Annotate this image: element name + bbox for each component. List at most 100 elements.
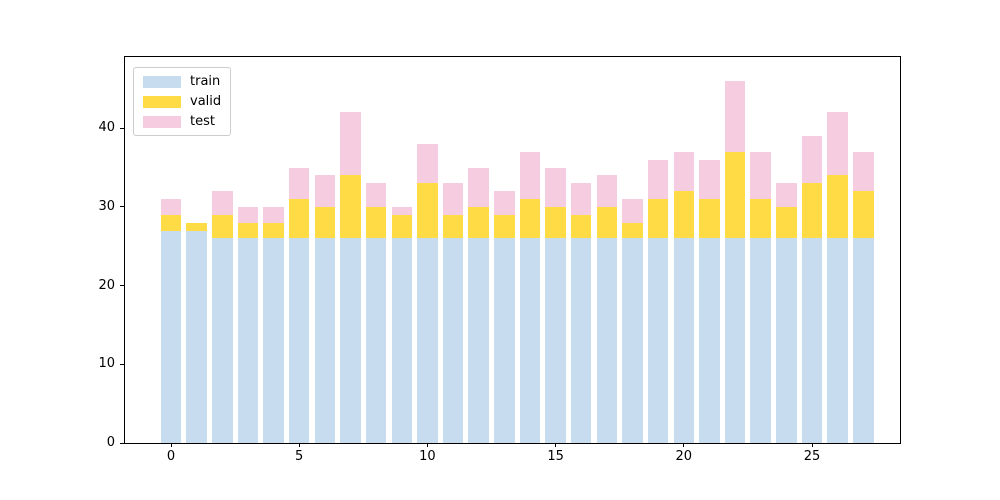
bar-segment-valid xyxy=(673,191,695,239)
bar-segment-train xyxy=(494,238,515,443)
legend-item-train: train xyxy=(143,74,221,89)
bar-segment-test xyxy=(801,136,823,184)
bar-segment-test xyxy=(750,151,771,200)
x-tick-label: 0 xyxy=(166,449,176,464)
x-tick-label: 15 xyxy=(547,449,564,464)
bar-segment-valid xyxy=(827,175,848,239)
bar-segment-test xyxy=(647,159,669,200)
bar-segment-train xyxy=(519,238,541,443)
bar-segment-test xyxy=(519,151,541,200)
bar-segment-test xyxy=(596,175,618,207)
bar-segment-train xyxy=(827,238,848,443)
legend-label-train: train xyxy=(190,74,221,89)
bar-segment-test xyxy=(237,206,259,223)
bar-segment-train xyxy=(570,238,592,443)
bar-segment-valid xyxy=(545,206,566,239)
bar-segment-valid xyxy=(622,222,643,239)
y-tick-label: 10 xyxy=(98,356,115,372)
legend: train valid test xyxy=(133,67,232,136)
bar-segment-test xyxy=(442,183,464,215)
bar-segment-train xyxy=(212,238,233,443)
bar-segment-test xyxy=(827,112,848,176)
bar-segment-valid xyxy=(186,222,207,231)
bar-segment-valid xyxy=(314,206,336,239)
bar-segment-train xyxy=(288,238,310,443)
bar-segment-test xyxy=(570,183,592,215)
bar-segment-valid xyxy=(263,222,284,239)
bar-segment-valid xyxy=(596,206,618,239)
legend-item-valid: valid xyxy=(143,94,221,109)
bar-segment-valid xyxy=(724,151,746,239)
bar-segment-train xyxy=(853,238,874,443)
y-tick-label: 20 xyxy=(98,277,115,293)
bar-segment-valid xyxy=(160,214,182,231)
bar-segment-train xyxy=(673,238,695,443)
bar-segment-test xyxy=(314,175,336,207)
bar-segment-train xyxy=(237,238,259,443)
bar-segment-train xyxy=(314,238,336,443)
bar-segment-train xyxy=(468,238,489,443)
bar-segment-train xyxy=(340,238,361,443)
bar-segment-test xyxy=(365,183,387,207)
bar-segment-valid xyxy=(391,214,412,239)
bar-segment-train xyxy=(750,238,771,443)
bar-segment-valid xyxy=(519,199,541,239)
bar-segment-valid xyxy=(212,214,233,239)
bar-segment-test xyxy=(288,167,310,200)
bar-segment-train xyxy=(622,238,643,443)
legend-swatch-test xyxy=(143,115,181,128)
y-tick-mark xyxy=(120,206,124,208)
y-tick-mark xyxy=(120,285,124,287)
bar-segment-valid xyxy=(853,191,874,239)
bar-segment-valid xyxy=(494,214,515,239)
x-tick-mark xyxy=(426,443,428,447)
bar-segment-test xyxy=(263,206,284,223)
y-tick-mark xyxy=(120,127,124,129)
x-tick-mark xyxy=(683,443,685,447)
x-tick-mark xyxy=(555,443,557,447)
bar-segment-valid xyxy=(776,206,797,239)
bar-segment-train xyxy=(417,238,438,443)
bar-segment-valid xyxy=(340,175,361,239)
bar-segment-test xyxy=(724,81,746,152)
bar-segment-valid xyxy=(699,199,720,239)
bar-segment-train xyxy=(596,238,618,443)
bar-segment-train xyxy=(699,238,720,443)
bar-segment-valid xyxy=(237,222,259,239)
x-tick-label: 25 xyxy=(803,449,821,464)
bar-segment-test xyxy=(212,191,233,215)
x-tick-label: 20 xyxy=(675,449,693,464)
bar-segment-test xyxy=(776,183,797,207)
bar-segment-train xyxy=(647,238,669,443)
bar-segment-test xyxy=(417,143,438,184)
x-tick-label: 5 xyxy=(295,449,304,464)
bar-segment-test xyxy=(160,199,182,215)
legend-label-valid: valid xyxy=(190,94,222,109)
bar-segment-valid xyxy=(468,206,489,239)
legend-label-test: test xyxy=(190,114,215,129)
bar-segment-test xyxy=(699,159,720,200)
y-tick-label: 40 xyxy=(98,120,115,136)
bar-segment-train xyxy=(263,238,284,443)
bar-segment-valid xyxy=(365,206,387,239)
bar-segment-test xyxy=(622,199,643,223)
legend-item-test: test xyxy=(143,114,221,129)
bar-segment-train xyxy=(391,238,412,443)
bar-segment-train xyxy=(186,230,207,443)
bar-segment-valid xyxy=(570,214,592,239)
plot-area: train valid test xyxy=(124,56,901,444)
x-tick-mark xyxy=(170,443,172,447)
y-tick-label: 30 xyxy=(98,198,115,214)
bar-segment-valid xyxy=(442,214,464,239)
x-tick-label: 10 xyxy=(419,449,436,464)
bar-segment-test xyxy=(853,151,874,192)
bar-segment-train xyxy=(160,230,182,443)
y-tick-mark xyxy=(120,363,124,365)
bar-segment-valid xyxy=(647,199,669,239)
bar-segment-train xyxy=(724,238,746,443)
bar-segment-valid xyxy=(417,183,438,239)
legend-swatch-valid xyxy=(143,95,181,108)
bar-segment-train xyxy=(545,238,566,443)
bar-segment-train xyxy=(442,238,464,443)
bar-segment-test xyxy=(673,151,695,192)
